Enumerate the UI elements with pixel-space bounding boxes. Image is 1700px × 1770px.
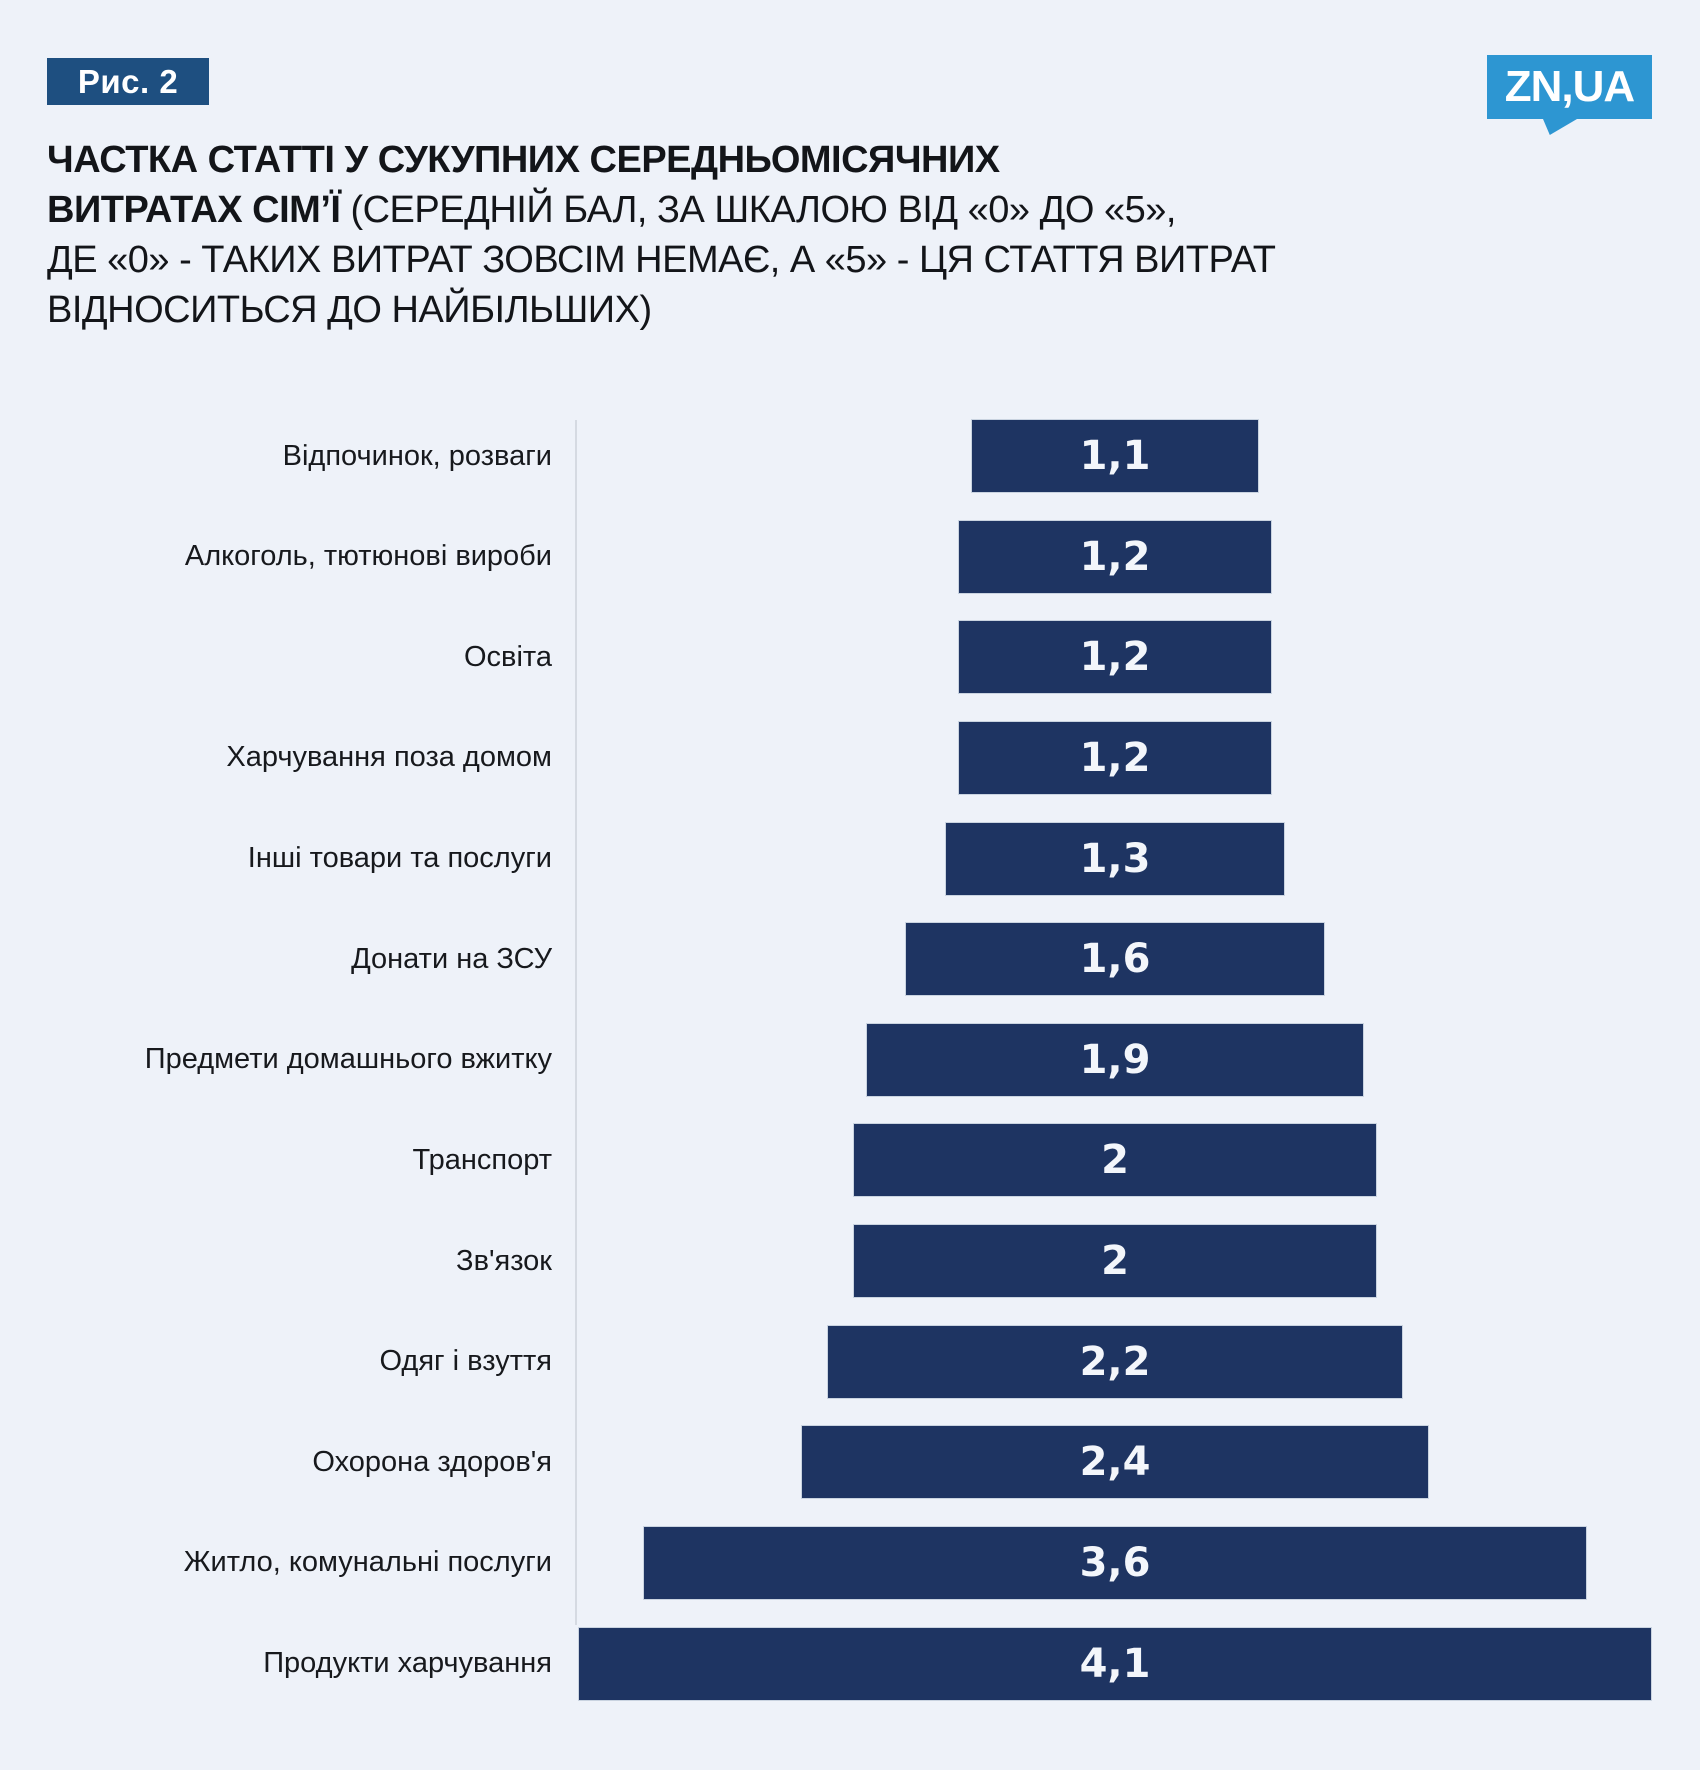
chart-row: Охорона здоров'я 2,4	[0, 1425, 1700, 1526]
chart-row: Продукти харчування 4,1	[0, 1626, 1700, 1728]
category-label: Харчування поза домом	[226, 741, 552, 774]
bar-area: 2	[578, 1224, 1652, 1298]
category-label: Продукти харчування	[263, 1647, 552, 1679]
category-label: Транспорт	[412, 1143, 552, 1176]
bar: 2	[853, 1224, 1377, 1298]
chart-row: Предмети домашнього вжитку 1,9	[0, 1022, 1700, 1124]
category-label: Освіта	[464, 640, 552, 673]
bar-value: 2	[1101, 1137, 1129, 1184]
chart-title-line2: ВИТРАТАХ СІМ’Ї (СЕРЕДНІЙ БАЛ, ЗА ШКАЛОЮ …	[47, 189, 1176, 231]
bar-value: 3,6	[1079, 1539, 1151, 1586]
bar-value: 1,3	[1079, 835, 1151, 882]
chart-row: Одяг і взуття 2,2	[0, 1324, 1700, 1426]
bar-value: 1,1	[1079, 433, 1151, 479]
bar: 2,2	[826, 1324, 1404, 1399]
bar-value: 2,4	[1079, 1439, 1151, 1486]
bar: 1,6	[905, 922, 1325, 997]
bar-value: 1,2	[1079, 734, 1151, 781]
bar: 2,4	[800, 1425, 1430, 1500]
chart-rows: Відпочинок, розваги 1,1 Алкоголь, тютюно…	[0, 419, 1700, 1727]
bar-area: 4,1	[578, 1626, 1652, 1701]
bar: 1,1	[970, 419, 1260, 493]
bar: 4,1	[578, 1626, 1652, 1701]
bar-value: 2	[1101, 1238, 1129, 1284]
logo-speech-tail-icon	[1543, 119, 1577, 135]
chart-row: Донати на ЗСУ 1,6	[0, 922, 1700, 1023]
bar: 1,3	[944, 821, 1286, 896]
bar: 2	[853, 1123, 1377, 1198]
bar-value: 2,2	[1079, 1338, 1151, 1385]
chart-title-line3: ДЕ «0» - ТАКИХ ВИТРАТ ЗОВСІМ НЕМАЄ, А «5…	[47, 239, 1276, 281]
bar-value: 1,2	[1079, 634, 1151, 681]
chart-row: Харчування поза домом 1,2	[0, 720, 1700, 822]
category-label: Житло, комунальні послуги	[183, 1546, 552, 1579]
bar-area: 3,6	[578, 1525, 1652, 1600]
bar-area: 1,1	[578, 419, 1652, 493]
bar: 3,6	[643, 1525, 1587, 1600]
baseline-axis	[575, 420, 577, 1625]
bar-value: 1,2	[1079, 533, 1151, 580]
bar: 1,2	[957, 519, 1273, 594]
category-label: Одяг і взуття	[379, 1345, 553, 1378]
bar: 1,2	[957, 720, 1273, 795]
category-label: Алкоголь, тютюнові вироби	[184, 540, 552, 573]
bar-value: 1,6	[1079, 936, 1151, 983]
bar-area: 1,6	[578, 922, 1652, 997]
chart-row: Транспорт 2	[0, 1123, 1700, 1224]
bar-area: 1,2	[578, 519, 1652, 594]
figure-number-badge: Рис. 2	[47, 58, 209, 105]
chart-title-line4: ВІДНОСИТЬСЯ ДО НАЙБІЛЬШИХ)	[47, 289, 652, 331]
figure-number-label: Рис. 2	[77, 62, 179, 100]
chart-row: Інші товари та послуги 1,3	[0, 821, 1700, 923]
bar-value: 4,1	[1079, 1640, 1151, 1687]
chart-title-line1: ЧАСТКА СТАТТІ У СУКУПНИХ СЕРЕДНЬОМІСЯЧНИ…	[47, 139, 1000, 181]
bar-value: 1,9	[1079, 1036, 1151, 1083]
chart-title: ЧАСТКА СТАТТІ У СУКУПНИХ СЕРЕДНЬОМІСЯЧНИ…	[47, 135, 1547, 335]
chart-row: Відпочинок, розваги 1,1	[0, 419, 1700, 520]
bar: 1,9	[866, 1022, 1364, 1097]
chart-row: Житло, комунальні послуги 3,6	[0, 1525, 1700, 1627]
chart-row: Зв'язок 2	[0, 1224, 1700, 1325]
bar-area: 1,2	[578, 720, 1652, 795]
bar-area: 2	[578, 1123, 1652, 1198]
bar-area: 1,3	[578, 821, 1652, 896]
chart-row: Алкоголь, тютюнові вироби 1,2	[0, 519, 1700, 621]
category-label: Предмети домашнього вжитку	[144, 1043, 552, 1076]
category-label: Зв'язок	[456, 1244, 552, 1277]
category-label: Донати на ЗСУ	[351, 942, 552, 975]
bar-area: 2,2	[578, 1324, 1652, 1399]
category-label: Інші товари та послуги	[247, 842, 552, 874]
bar-area: 1,2	[578, 620, 1652, 695]
bar-area: 1,9	[578, 1022, 1652, 1097]
category-label: Відпочинок, розваги	[282, 439, 552, 472]
bar: 1,2	[957, 620, 1273, 695]
znua-logo-text: ZN,UA	[1504, 62, 1635, 111]
chart-row: Освіта 1,2	[0, 620, 1700, 721]
category-label: Охорона здоров'я	[312, 1445, 552, 1478]
bar-area: 2,4	[578, 1425, 1652, 1500]
znua-logo: ZN,UA	[1487, 55, 1652, 135]
